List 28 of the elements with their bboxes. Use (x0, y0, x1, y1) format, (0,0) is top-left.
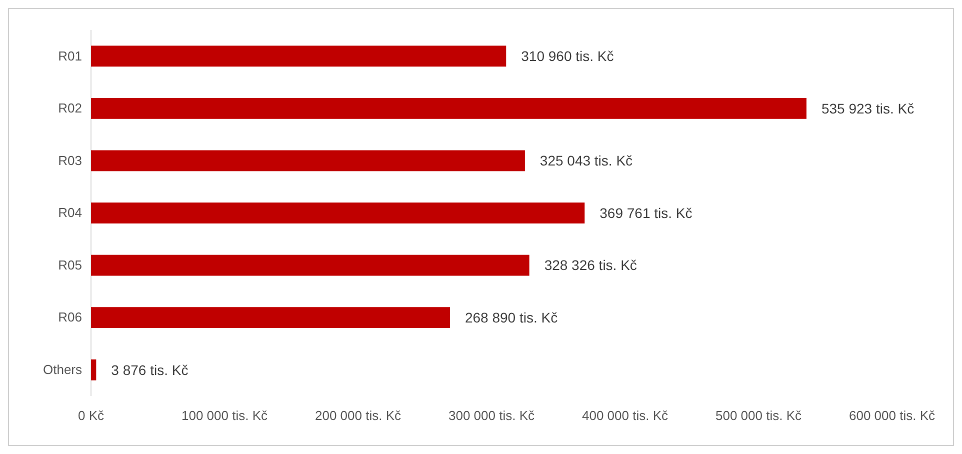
data-label: 535 923 tis. Kč (821, 100, 914, 116)
bar (91, 254, 530, 276)
data-label: 328 326 tis. Kč (544, 257, 637, 274)
x-tick-label: 400 000 tis. Kč (582, 408, 668, 424)
x-tick-label: 100 000 tis. Kč (182, 408, 268, 424)
x-tick-label: 300 000 tis. Kč (448, 408, 535, 424)
y-tick-label: Others (42, 362, 82, 378)
y-tick-label: R02 (58, 100, 82, 116)
y-tick-label: R04 (58, 205, 82, 220)
y-tick-label: R03 (58, 152, 82, 168)
x-tick-label: 600 000 tis. Kč (849, 408, 936, 424)
x-tick-label: 0 Kč (78, 408, 105, 424)
data-label: 325 043 tis. Kč (540, 152, 633, 169)
bar (91, 98, 806, 119)
data-label: 268 890 tis. Kč (464, 309, 558, 326)
bar (91, 150, 525, 172)
bar (91, 359, 96, 380)
data-label: 369 761 tis. Kč (600, 204, 692, 221)
y-tick-label: R06 (58, 310, 82, 325)
data-label: 310 960 tis. Kč (521, 48, 614, 64)
bar (91, 46, 506, 67)
x-tick-label: 500 000 tis. Kč (716, 408, 802, 424)
y-tick-label: R01 (58, 48, 82, 64)
y-tick-label: R05 (58, 257, 82, 272)
data-label: 3 876 tis. Kč (111, 362, 188, 378)
x-tick-label: 200 000 tis. Kč (315, 408, 402, 424)
bar (91, 307, 450, 328)
bar (91, 202, 585, 224)
